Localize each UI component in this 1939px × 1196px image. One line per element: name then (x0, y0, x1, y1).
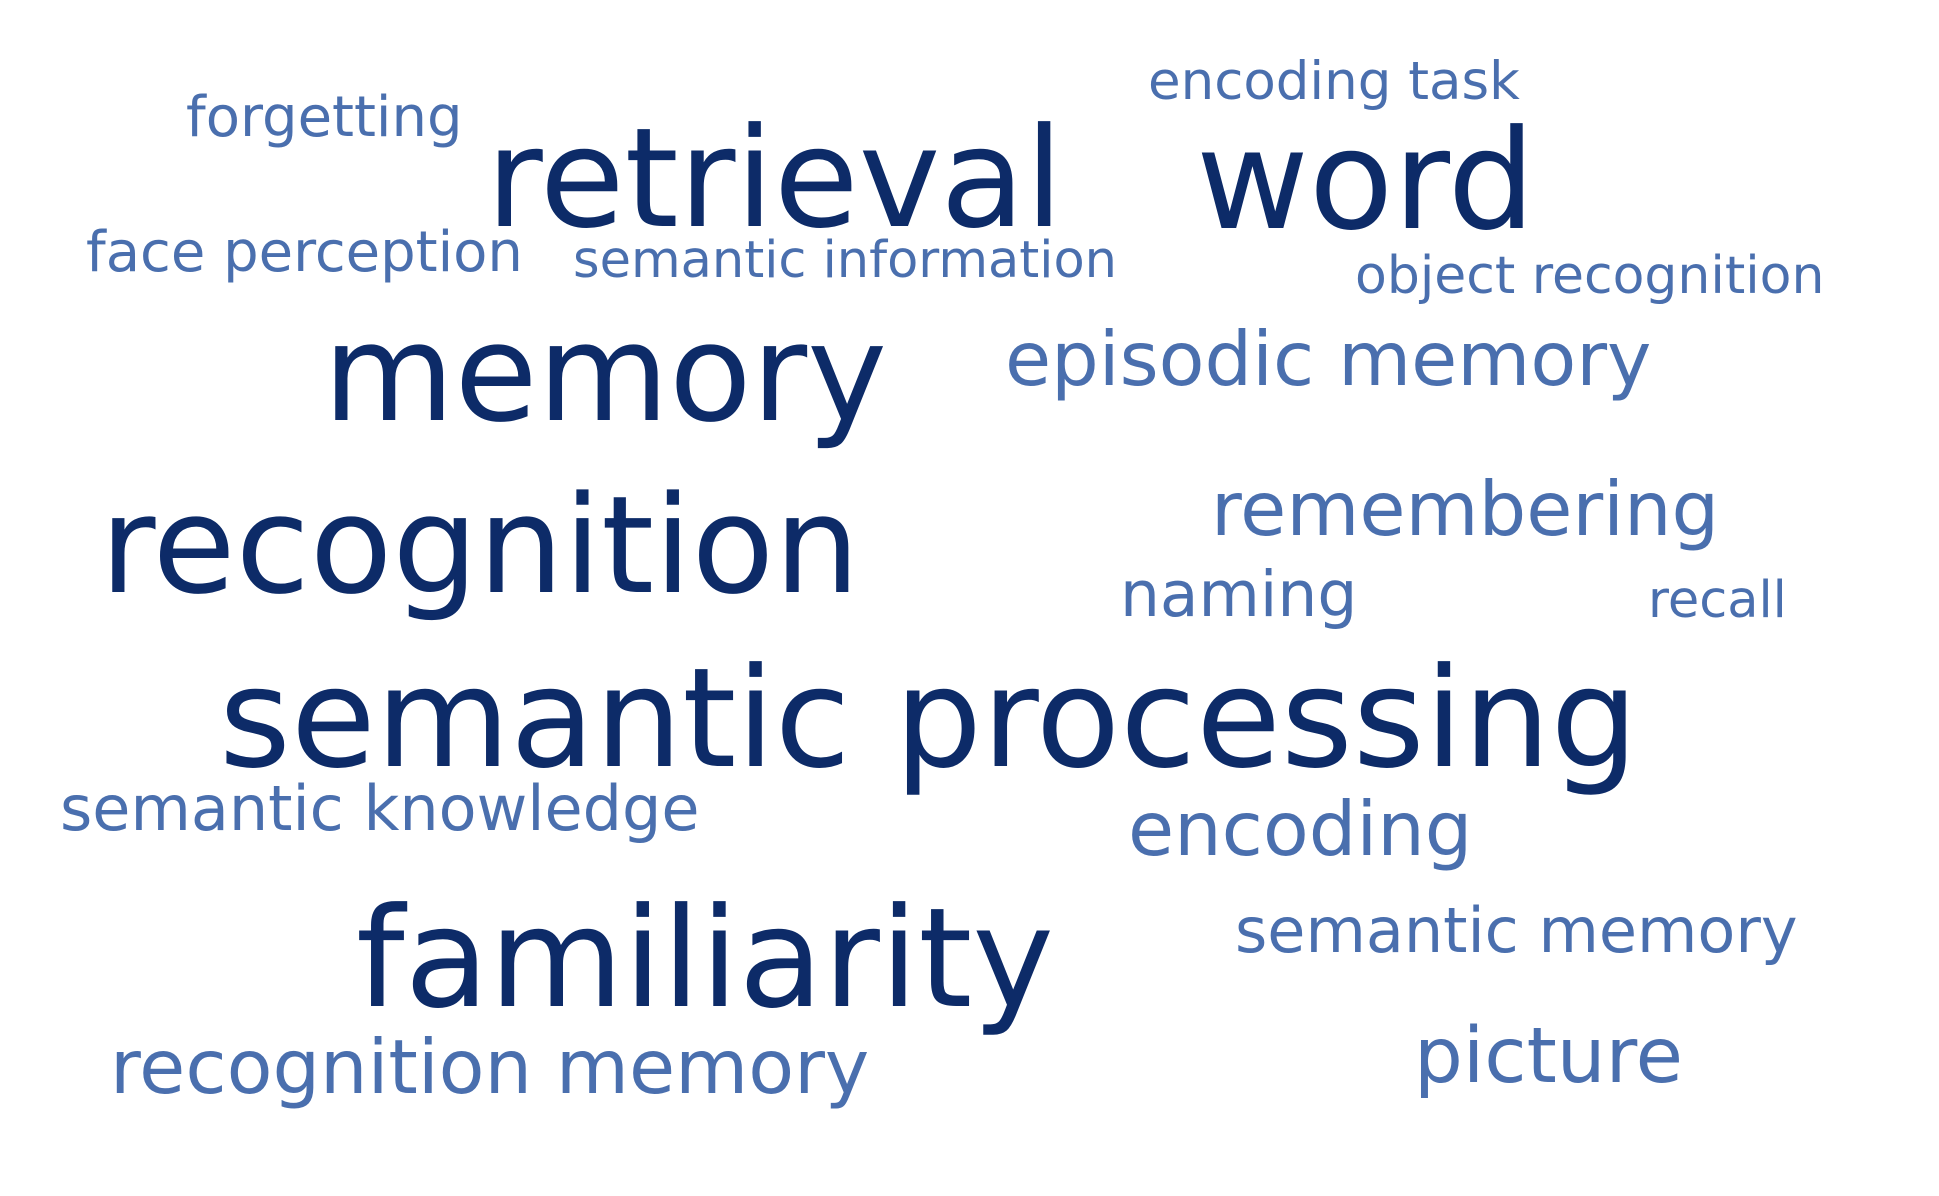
word-semantic-information: semantic information (573, 231, 1117, 290)
word-memory: memory (323, 295, 888, 452)
word-recall: recall (1648, 571, 1787, 630)
word-naming: naming (1120, 558, 1358, 631)
word-familiarity: familiarity (356, 878, 1055, 1039)
word-remembering: remembering (1211, 465, 1720, 553)
word-word: word (1196, 100, 1536, 261)
word-retrieval: retrieval (486, 98, 1064, 259)
word-recognition: recognition (100, 467, 860, 624)
word-semantic-knowledge: semantic knowledge (60, 772, 700, 845)
word-episodic-memory: episodic memory (1005, 315, 1652, 403)
word-forgetting: forgetting (186, 85, 463, 150)
word-encoding-task: encoding task (1148, 51, 1520, 112)
word-face-perception: face perception (86, 220, 523, 285)
word-semantic-memory: semantic memory (1235, 894, 1798, 967)
word-recognition-memory: recognition memory (110, 1023, 870, 1111)
word-object-recognition: object recognition (1355, 246, 1825, 306)
word-picture: picture (1414, 1012, 1683, 1101)
word-encoding: encoding (1128, 785, 1473, 873)
word-semantic-processing: semantic processing (219, 638, 1639, 799)
